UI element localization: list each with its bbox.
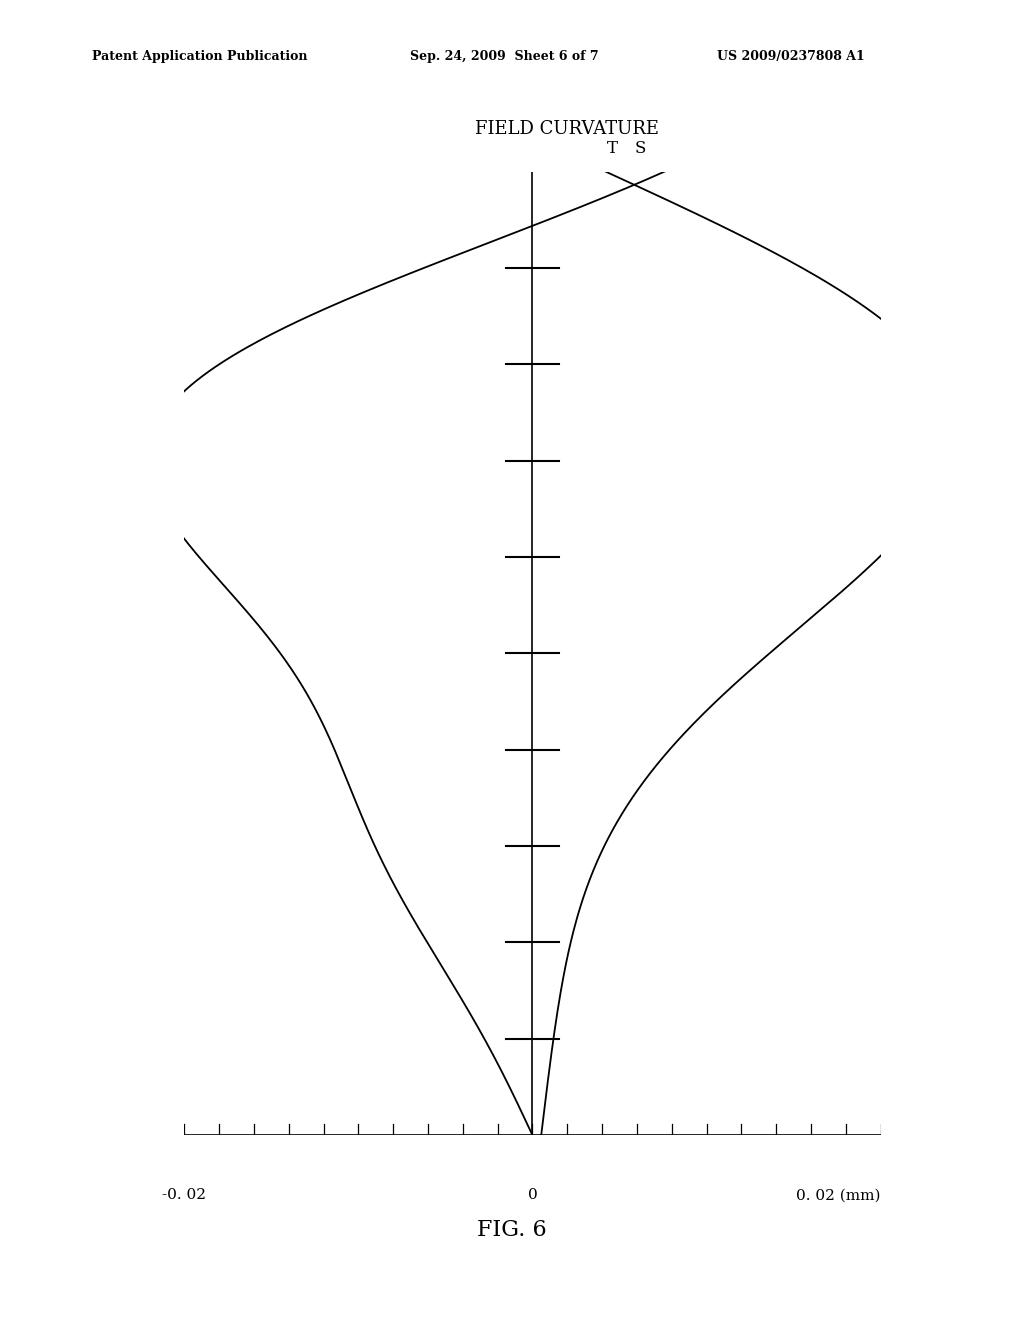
- Text: US 2009/0237808 A1: US 2009/0237808 A1: [717, 50, 864, 63]
- Text: FIELD CURVATURE: FIELD CURVATURE: [475, 120, 659, 137]
- Text: S: S: [635, 140, 646, 157]
- Text: 0: 0: [527, 1188, 538, 1203]
- Text: FIG. 6: FIG. 6: [477, 1220, 547, 1241]
- Text: Sep. 24, 2009  Sheet 6 of 7: Sep. 24, 2009 Sheet 6 of 7: [410, 50, 598, 63]
- Text: T: T: [607, 140, 617, 157]
- Text: 0. 02 (mm): 0. 02 (mm): [796, 1188, 881, 1203]
- Text: -0. 02: -0. 02: [163, 1188, 206, 1203]
- Text: Patent Application Publication: Patent Application Publication: [92, 50, 307, 63]
